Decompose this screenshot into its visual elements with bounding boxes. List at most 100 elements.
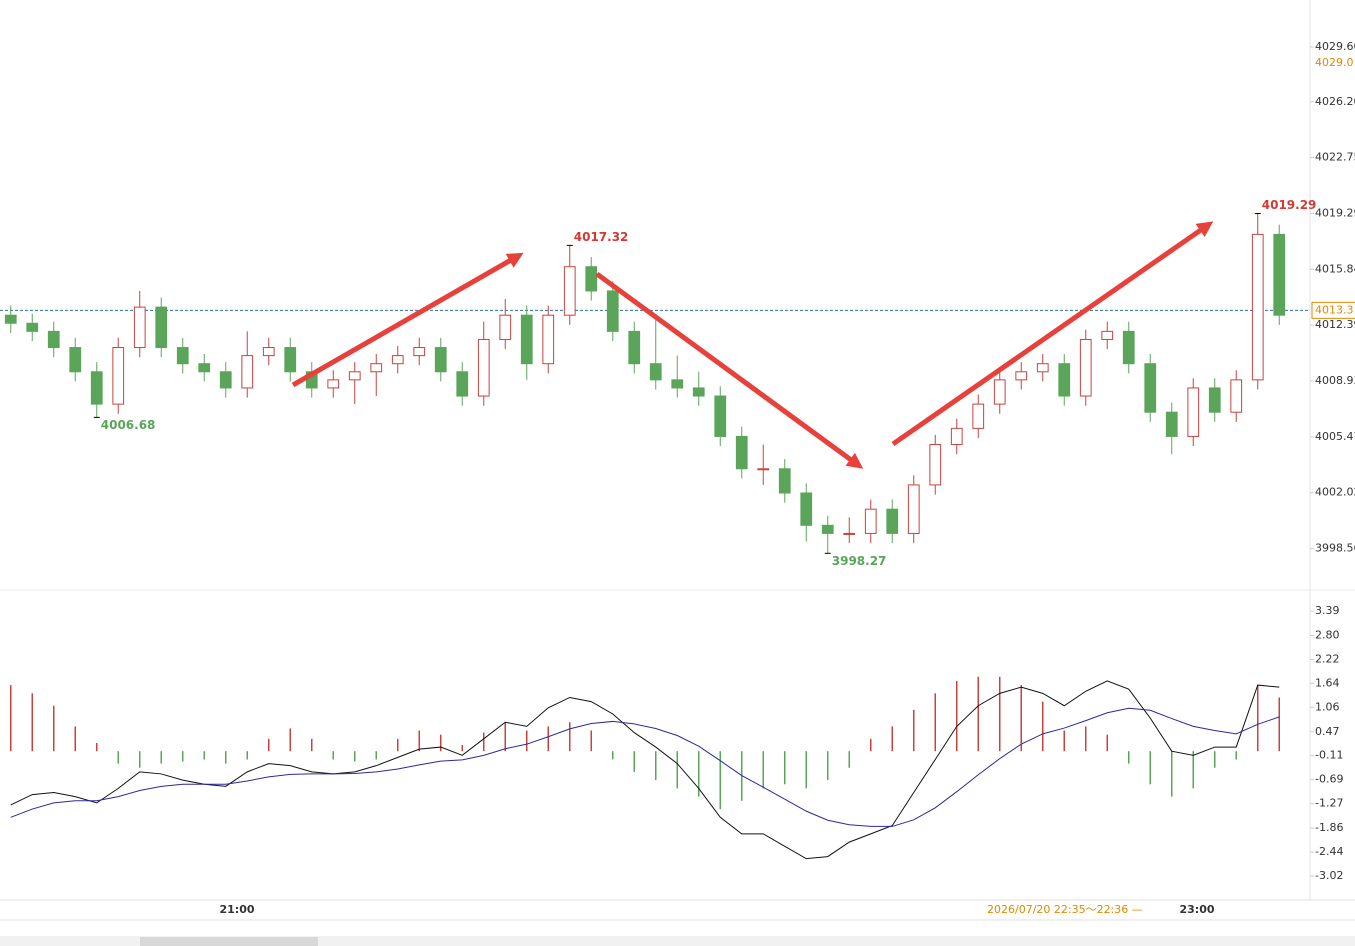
- y-tick-label: 4019.29: [1315, 207, 1355, 220]
- candle-body: [821, 524, 834, 534]
- macd-dif-line: [10, 680, 1280, 860]
- candle-body: [563, 266, 576, 316]
- extreme-label: 3998.27: [832, 554, 887, 568]
- y-tick-label: 2.80: [1315, 628, 1340, 641]
- time-label: 21:00: [219, 903, 254, 916]
- candle-body: [1079, 338, 1092, 397]
- candle-body: [1144, 363, 1157, 413]
- y-tick-label: 2.22: [1315, 652, 1340, 665]
- candle-body: [692, 387, 705, 397]
- candle-body: [843, 532, 856, 535]
- candle-body: [90, 371, 103, 405]
- candle-body: [993, 379, 1006, 405]
- candle-body: [1101, 330, 1114, 340]
- candle-body: [1187, 387, 1200, 437]
- candle-body: [198, 363, 211, 373]
- candle-body: [585, 266, 598, 292]
- candle-body: [520, 314, 533, 365]
- candle-body: [1036, 363, 1049, 373]
- candle-body: [155, 306, 168, 349]
- candle-body: [413, 347, 426, 357]
- candle-body: [886, 508, 899, 534]
- candle-body: [649, 363, 662, 381]
- candle-body: [370, 363, 383, 373]
- scrollbar[interactable]: [0, 936, 1355, 946]
- candle-body: [907, 484, 920, 534]
- y-tick-label: 4002.02: [1315, 486, 1355, 499]
- crosshair-price-label: 4029.0: [1315, 56, 1354, 69]
- candle-body: [735, 435, 748, 470]
- candle-body: [1273, 233, 1286, 316]
- y-tick-label: -3.02: [1315, 869, 1343, 882]
- y-tick-label: 4029.60: [1315, 40, 1355, 53]
- candle-body: [950, 427, 963, 446]
- y-tick-label: -0.11: [1315, 749, 1343, 762]
- y-tick-label: 4022.75: [1315, 151, 1355, 164]
- candle-body: [929, 444, 942, 486]
- y-tick-label: -0.69: [1315, 773, 1343, 786]
- y-tick-label: 4026.20: [1315, 95, 1355, 108]
- candle-body: [1165, 411, 1178, 437]
- extreme-label: 4017.32: [574, 230, 629, 244]
- candle-body: [714, 395, 727, 437]
- candle-body: [176, 347, 189, 365]
- candle-body: [778, 468, 791, 494]
- candle-body: [284, 347, 297, 373]
- arrow: [891, 221, 1214, 447]
- candle-body: [757, 468, 770, 471]
- candle-body: [133, 306, 146, 349]
- y-tick-label: 3998.56: [1315, 542, 1355, 555]
- extreme-label: 4019.29: [1262, 198, 1317, 212]
- candle-body: [499, 314, 512, 340]
- candle-body: [1015, 371, 1028, 381]
- trend-arrows: [291, 221, 1214, 469]
- y-tick-label: 1.64: [1315, 676, 1340, 689]
- candle-body: [47, 330, 60, 349]
- candle-body: [262, 347, 275, 357]
- candle-body: [219, 371, 232, 389]
- y-tick-label: 1.06: [1315, 700, 1340, 713]
- candle-body: [1251, 233, 1264, 381]
- candle-body: [241, 355, 254, 389]
- candle-body: [1230, 379, 1243, 413]
- candle-body: [628, 330, 641, 365]
- candle-body: [327, 379, 340, 389]
- extreme-label: 4006.68: [101, 418, 156, 432]
- candle-body: [434, 347, 447, 373]
- arrow: [291, 252, 524, 388]
- candle-body: [972, 403, 985, 429]
- macd-dea-line: [10, 707, 1280, 827]
- last-price-label: 4013.3: [1315, 303, 1354, 316]
- y-tick-label: 4015.84: [1315, 262, 1355, 275]
- y-tick-label: 4008.93: [1315, 374, 1355, 387]
- candle-body: [606, 290, 619, 332]
- y-tick-label: 4012.39: [1315, 318, 1355, 331]
- scroll-thumb[interactable]: [140, 937, 318, 946]
- candle-body: [4, 314, 17, 324]
- candle-body: [112, 347, 125, 405]
- candle-body: [391, 355, 404, 365]
- y-tick-label: -2.44: [1315, 845, 1343, 858]
- crosshair-time-label: 2026/07/20 22:35～22:36 —: [987, 903, 1143, 916]
- y-tick-label: 3.39: [1315, 604, 1340, 617]
- y-tick-label: 0.47: [1315, 725, 1340, 738]
- y-tick-label: -1.27: [1315, 797, 1343, 810]
- time-label: 23:00: [1179, 903, 1214, 916]
- candle-body: [348, 371, 361, 381]
- y-tick-label: 4005.47: [1315, 430, 1355, 443]
- candle-body: [1122, 330, 1135, 365]
- candle-body: [69, 347, 82, 373]
- last-price-box: [1311, 301, 1355, 319]
- y-tick-label: -1.86: [1315, 821, 1343, 834]
- candle-body: [864, 508, 877, 534]
- candle-body: [1058, 363, 1071, 397]
- candle-body: [671, 379, 684, 389]
- candle-body: [477, 338, 490, 397]
- candle-body: [1208, 387, 1221, 413]
- candle-body: [26, 322, 39, 332]
- candle-body: [456, 371, 469, 397]
- candle-body: [542, 314, 555, 365]
- arrow: [595, 271, 864, 469]
